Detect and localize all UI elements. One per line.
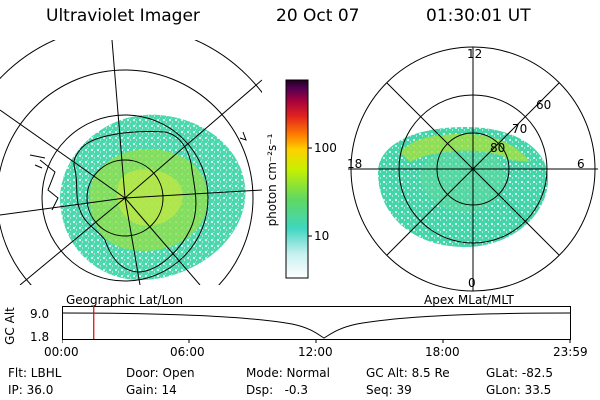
altitude-curve — [62, 312, 571, 339]
observation-date: 20 Oct 07 — [276, 6, 360, 26]
altitude-timeline — [62, 306, 571, 343]
timeline-xtick-0000: 00:00 — [44, 345, 79, 359]
info-door: Door: Open — [126, 366, 195, 380]
mlt-label-12: 12 — [467, 47, 483, 61]
intensity-colorbar — [285, 79, 312, 279]
magnetic-polar-map — [348, 46, 598, 292]
info-gc-alt: GC Alt: 8.5 Re — [366, 366, 450, 380]
continent-outline — [73, 131, 197, 273]
geographic-caption: Geographic Lat/Lon — [66, 293, 184, 307]
mlt-label-0: 0 — [468, 276, 476, 290]
colorbar-label: photon cm⁻²s⁻¹ — [265, 133, 279, 227]
timeline-xtick-1800: 18:00 — [425, 345, 460, 359]
lat-label-60: 60 — [536, 98, 552, 112]
info-seq: Seq: 39 — [366, 383, 412, 397]
mlt-label-6: 6 — [577, 157, 585, 171]
info-mode: Mode: Normal — [246, 366, 330, 380]
observation-time: 01:30:01 UT — [426, 6, 531, 26]
timeline-xtick-1200: 12:00 — [298, 345, 333, 359]
info-ip: IP: 36.0 — [8, 383, 54, 397]
timeline-ytick-high: 9.0 — [30, 307, 50, 321]
timeline-ylabel: GC Alt — [3, 307, 17, 345]
info-gain: Gain: 14 — [126, 383, 177, 397]
info-filter: Flt: LBHL — [8, 366, 62, 380]
lat-label-80: 80 — [490, 141, 506, 155]
info-glon: GLon: 33.5 — [486, 383, 552, 397]
info-glat: GLat: -82.5 — [486, 366, 553, 380]
mlt-label-18: 18 — [347, 157, 363, 171]
apex-caption: Apex MLat/MLT — [424, 293, 514, 307]
lat-label-70: 70 — [512, 122, 528, 136]
geographic-map — [0, 40, 262, 285]
colorbar-tick-100: 100 — [314, 141, 337, 155]
timeline-ytick-low: 1.8 — [30, 330, 50, 344]
timeline-xtick-0600: 06:00 — [170, 345, 205, 359]
info-dsp: Dsp: -0.3 — [246, 383, 309, 397]
instrument-title: Ultraviolet Imager — [46, 6, 200, 26]
timeline-xtick-2359: 23:59 — [553, 345, 588, 359]
colorbar-tick-10: 10 — [314, 229, 330, 243]
